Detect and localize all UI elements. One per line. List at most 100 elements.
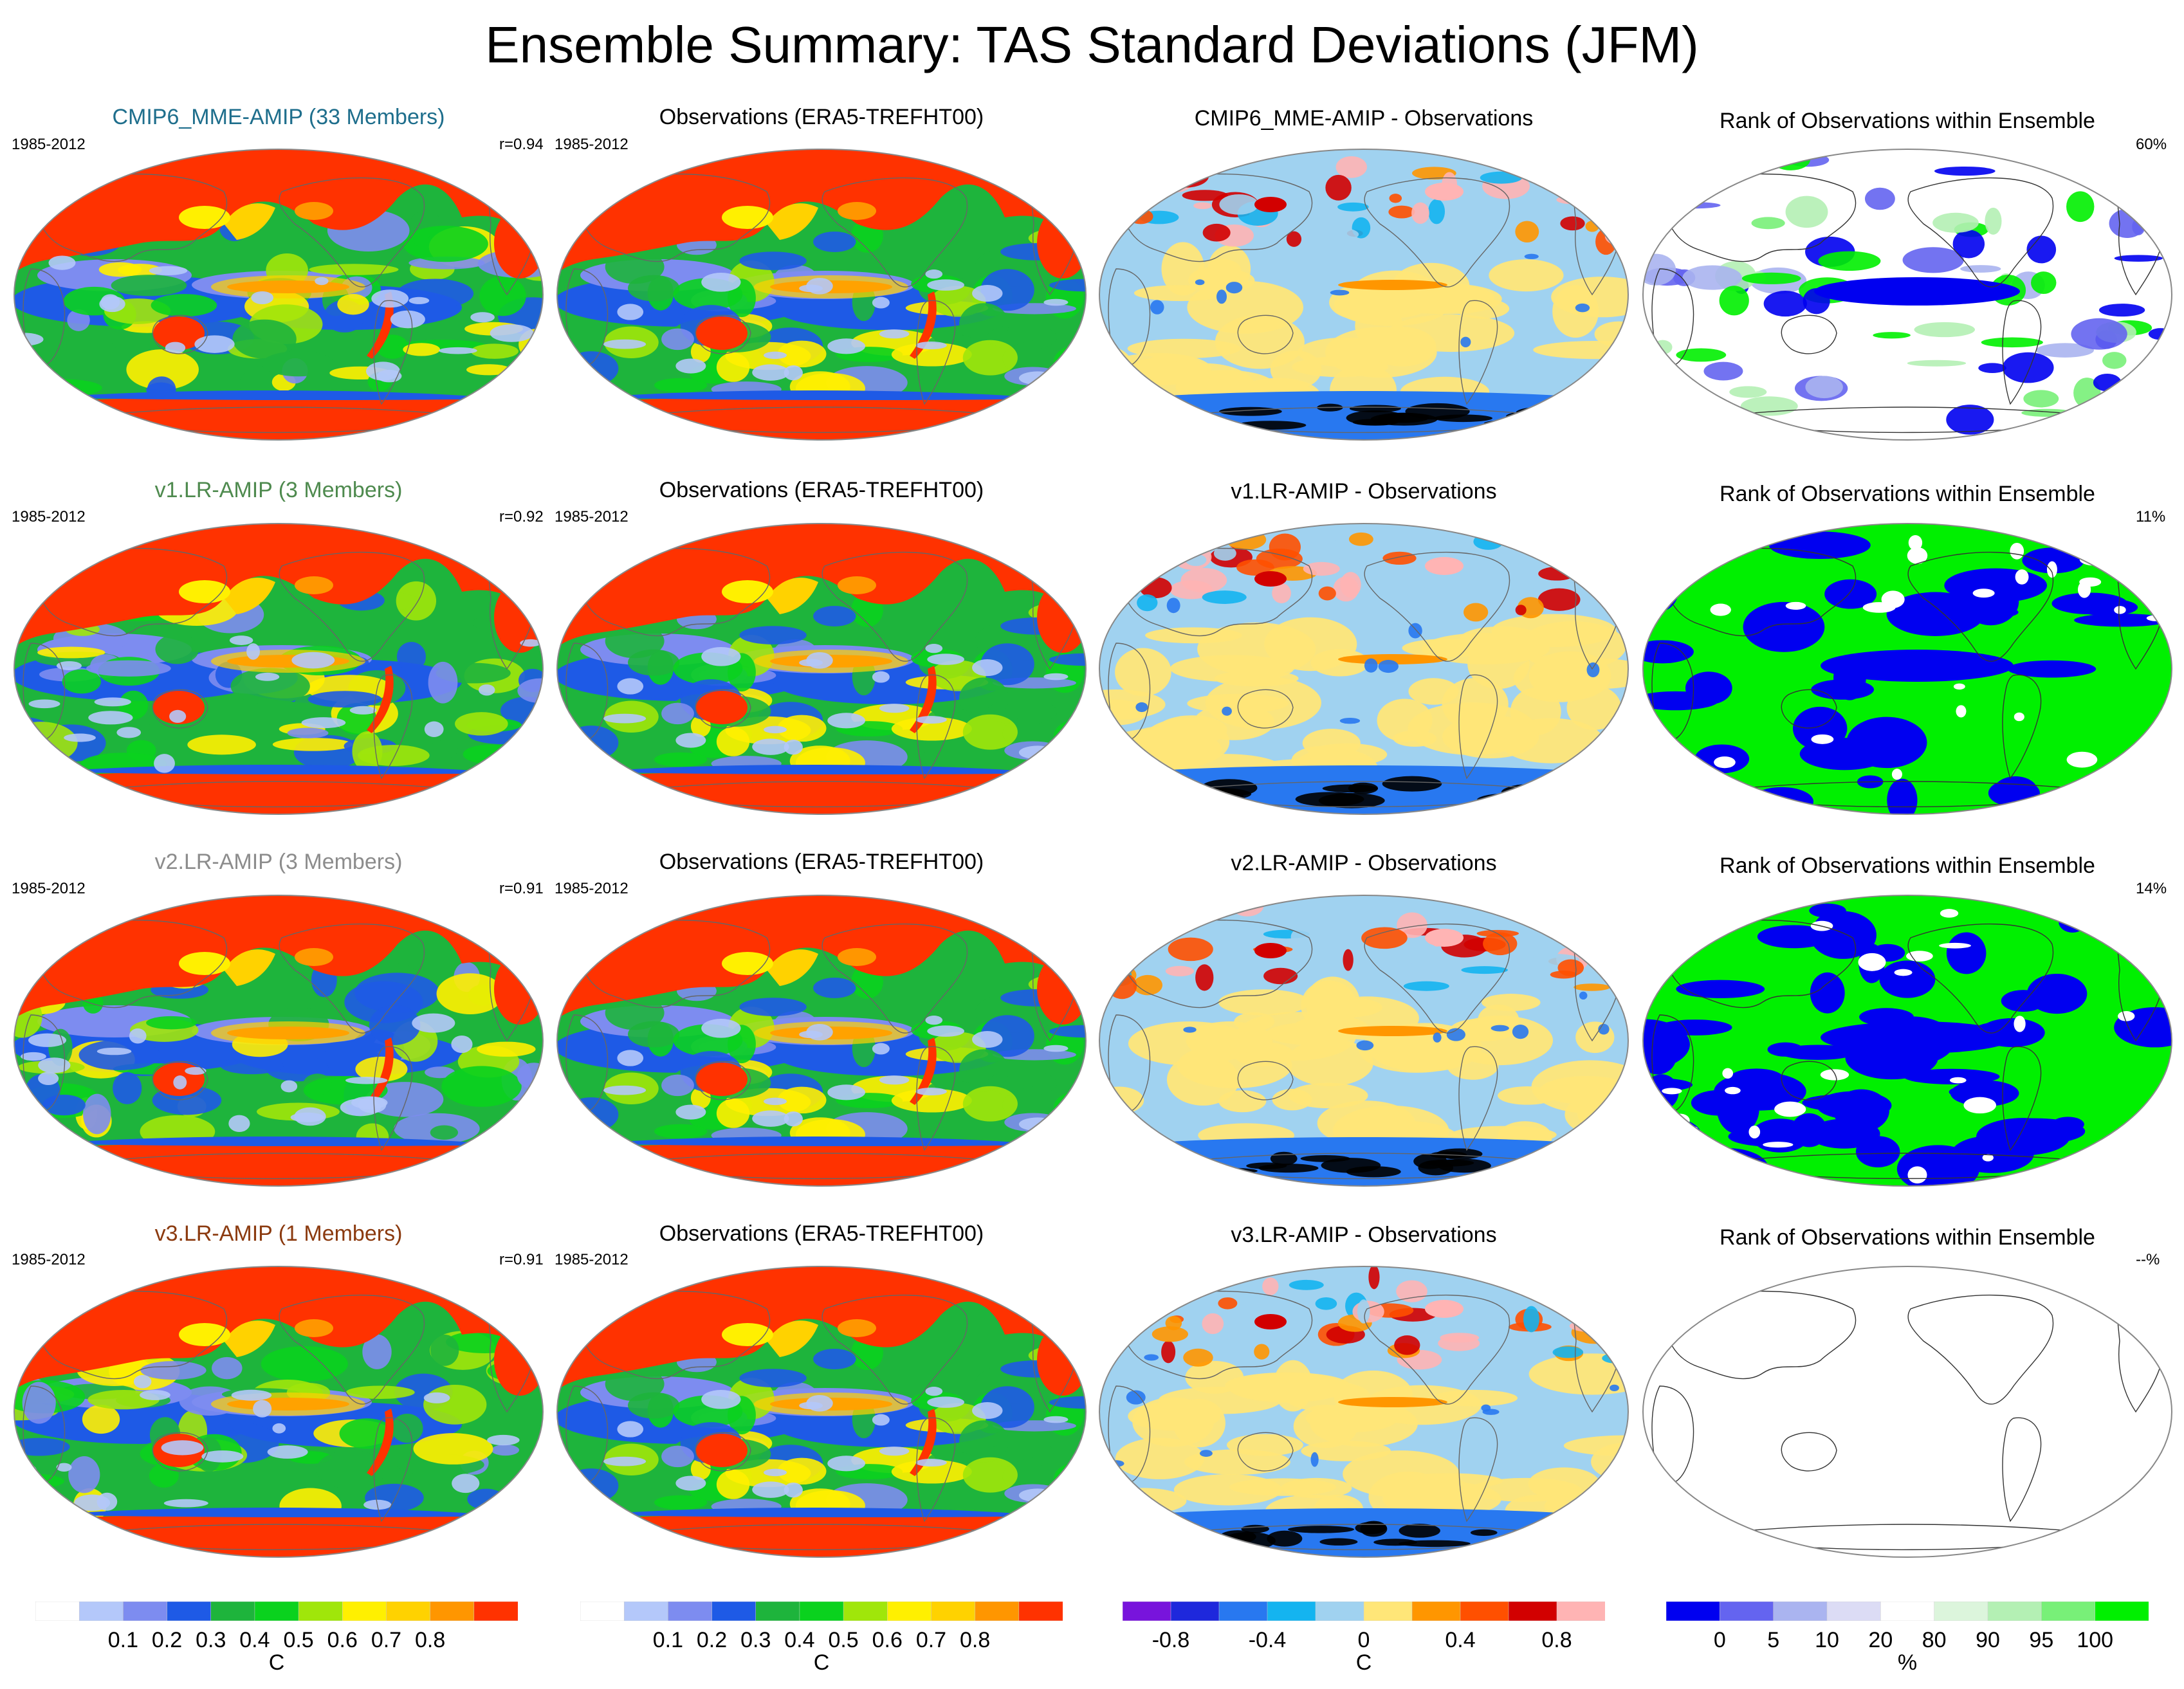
- colorbar-swatch: [580, 1602, 625, 1621]
- colorbar-swatch: [1267, 1602, 1316, 1621]
- period-label: 1985-2012: [555, 136, 629, 153]
- colorbar-swatch: [1773, 1602, 1828, 1621]
- colorbar-swatch: [1018, 1602, 1063, 1621]
- colorbar-tick-label: 80: [1922, 1628, 1947, 1652]
- period-label: 1985-2012: [555, 508, 629, 525]
- colorbar-tick-label: 0.1: [652, 1628, 683, 1652]
- colorbar-tick-label: 0.8: [959, 1628, 991, 1652]
- correlation-label: r=0.91: [499, 880, 544, 897]
- colorbar-unit-label: C: [813, 1650, 830, 1675]
- colorbar-tick-label: 0.7: [915, 1628, 947, 1652]
- colorbar-swatch: [755, 1602, 800, 1621]
- diff-map: [1099, 1266, 1629, 1558]
- obs-map: [556, 149, 1087, 441]
- colorbar-tick-label: 90: [1976, 1628, 2000, 1652]
- colorbar-tick-label: 0.7: [371, 1628, 402, 1652]
- colorbar-swatch: [210, 1602, 255, 1621]
- colorbar-tick-label: 0.3: [196, 1628, 226, 1652]
- colorbar-unit-label: C: [268, 1650, 285, 1675]
- correlation-label: r=0.94: [499, 136, 544, 153]
- obs-map: [556, 895, 1087, 1187]
- obs-panel-title: Observations (ERA5-TREFHT00): [659, 478, 984, 502]
- period-label: 1985-2012: [12, 880, 86, 897]
- correlation-label: r=0.92: [499, 508, 544, 525]
- period-label: 1985-2012: [555, 880, 629, 897]
- rank-percent-label: 14%: [2136, 880, 2167, 897]
- diff-colorbar: [1123, 1602, 1605, 1621]
- colorbar-tick-label: 0.5: [828, 1628, 859, 1652]
- colorbar-swatch: [887, 1602, 932, 1621]
- colorbar-swatch: [1315, 1602, 1364, 1621]
- colorbar-tick-label: 0.4: [239, 1628, 270, 1652]
- obs-map: [556, 523, 1087, 815]
- rank-panel-title: Rank of Observations within Ensemble: [1720, 1225, 2095, 1250]
- colorbar-tick-label: 95: [2029, 1628, 2054, 1652]
- colorbar-swatch: [931, 1602, 976, 1621]
- colorbar-swatch: [167, 1602, 212, 1621]
- period-label: 1985-2012: [12, 136, 86, 153]
- colorbar-swatch: [1556, 1602, 1605, 1621]
- colorbar-tick-label: 0: [1357, 1628, 1370, 1652]
- model-map: [14, 523, 544, 815]
- colorbar-tick-label: 0.3: [740, 1628, 771, 1652]
- colorbar-swatch: [799, 1602, 844, 1621]
- colorbar-swatch: [1987, 1602, 2042, 1621]
- obs-map: [556, 1266, 1087, 1558]
- colorbar-swatch: [1411, 1602, 1461, 1621]
- colorbar-tick-label: 0.5: [283, 1628, 314, 1652]
- period-label: 1985-2012: [555, 1251, 629, 1268]
- colorbar-swatch: [430, 1602, 475, 1621]
- colorbar-tick-label: 0.1: [107, 1628, 138, 1652]
- std-colorbar: [35, 1602, 518, 1621]
- colorbar-tick-label: 0: [1713, 1628, 1726, 1652]
- colorbar-swatch: [298, 1602, 344, 1621]
- model-panel-title: v2.LR-AMIP (3 Members): [154, 850, 403, 874]
- model-map: [14, 1266, 544, 1558]
- diff-map: [1099, 895, 1629, 1187]
- colorbar-swatch: [78, 1602, 124, 1621]
- colorbar-swatch: [975, 1602, 1020, 1621]
- colorbar-swatch: [342, 1602, 387, 1621]
- colorbar-swatch: [1934, 1602, 1988, 1621]
- diff-map: [1099, 523, 1629, 815]
- colorbar-swatch: [1880, 1602, 1935, 1621]
- colorbar-swatch: [1218, 1602, 1268, 1621]
- rank-percent-label: 60%: [2136, 136, 2167, 153]
- colorbar-tick-label: 100: [2077, 1628, 2114, 1652]
- diff-panel-title: CMIP6_MME-AMIP - Observations: [1194, 106, 1534, 131]
- model-map: [14, 895, 544, 1187]
- rank-percent-label: --%: [2136, 1251, 2160, 1268]
- diff-panel-title: v2.LR-AMIP - Observations: [1231, 851, 1497, 875]
- colorbar-tick-label: -0.4: [1248, 1628, 1287, 1652]
- colorbar-swatch: [1666, 1602, 1721, 1621]
- model-panel-title: v1.LR-AMIP (3 Members): [154, 478, 403, 502]
- colorbar-tick-label: 0.8: [1541, 1628, 1572, 1652]
- colorbar-tick-label: 5: [1767, 1628, 1780, 1652]
- correlation-label: r=0.91: [499, 1251, 544, 1268]
- diff-panel-title: v1.LR-AMIP - Observations: [1231, 479, 1497, 504]
- colorbar-swatch: [1123, 1602, 1171, 1621]
- colorbar-unit-label: %: [1897, 1650, 1918, 1675]
- colorbar-swatch: [1826, 1602, 1882, 1621]
- colorbar-swatch: [668, 1602, 713, 1621]
- model-panel-title: v3.LR-AMIP (1 Members): [154, 1221, 403, 1246]
- colorbar-tick-label: 0.2: [696, 1628, 728, 1652]
- rank-map: [1642, 149, 2172, 441]
- figure-title: Ensemble Summary: TAS Standard Deviation…: [485, 16, 1699, 73]
- colorbar-swatch: [843, 1602, 888, 1621]
- colorbar-swatch: [123, 1602, 168, 1621]
- rank-map: [1642, 895, 2172, 1187]
- colorbar-swatch: [1363, 1602, 1413, 1621]
- colorbar-tick-label: 0.4: [784, 1628, 815, 1652]
- colorbar-unit-label: C: [1355, 1650, 1372, 1675]
- colorbar-tick-label: 10: [1815, 1628, 1839, 1652]
- rank-percent-label: 11%: [2136, 508, 2166, 525]
- rank-panel-title: Rank of Observations within Ensemble: [1720, 109, 2095, 133]
- obs-panel-title: Observations (ERA5-TREFHT00): [659, 1221, 984, 1246]
- colorbar-tick-label: 0.8: [414, 1628, 446, 1652]
- colorbar-swatch: [711, 1602, 757, 1621]
- colorbar-swatch: [386, 1602, 431, 1621]
- colorbar-swatch: [1720, 1602, 1774, 1621]
- colorbar-tick-label: -0.8: [1152, 1628, 1190, 1652]
- colorbar-swatch: [254, 1602, 299, 1621]
